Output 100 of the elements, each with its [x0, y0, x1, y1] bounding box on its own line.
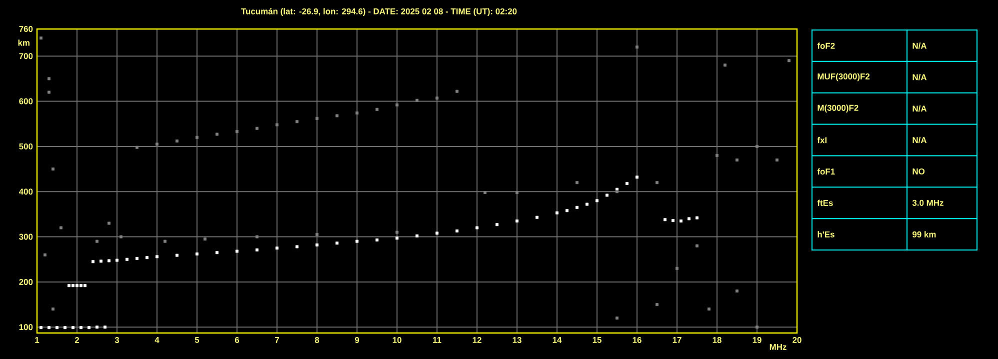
point: [484, 191, 487, 194]
point: [696, 244, 699, 248]
point: [100, 260, 103, 263]
point: [756, 144, 759, 148]
text: ftEs: [817, 200, 833, 206]
point: [376, 108, 379, 111]
text: 3.0 MHz: [912, 200, 944, 206]
text: MUF(3000)F2: [818, 73, 870, 82]
point: [416, 98, 419, 102]
point: [724, 64, 727, 67]
point: [716, 154, 719, 157]
text: N/A: [912, 74, 927, 80]
point: [96, 240, 99, 243]
point: [316, 116, 319, 120]
point: [316, 233, 319, 236]
point: [48, 326, 51, 330]
point: [92, 260, 95, 264]
point: [788, 59, 791, 62]
point: [156, 142, 159, 146]
point: [48, 90, 51, 94]
point: [776, 158, 779, 162]
point: [256, 126, 259, 130]
point: [676, 266, 679, 270]
x-tick-label: 8: [314, 337, 320, 344]
point: [116, 258, 119, 262]
point: [456, 90, 459, 93]
y-axis-title: km: [18, 40, 30, 46]
text: h'Es: [818, 231, 834, 238]
point: [556, 211, 559, 214]
text: M(3000)F2: [818, 104, 858, 113]
point: [276, 123, 279, 126]
point: [336, 242, 339, 245]
point: [40, 326, 43, 330]
point: [616, 190, 619, 194]
point: [496, 223, 499, 226]
point: [236, 250, 239, 253]
point: [76, 284, 79, 288]
x-tick-label: 6: [234, 337, 240, 344]
x-tick-label: 10: [392, 337, 402, 344]
point: [456, 229, 459, 232]
point: [596, 199, 599, 202]
point: [88, 326, 91, 330]
point: [296, 120, 299, 124]
point: [708, 308, 711, 311]
point: [136, 256, 139, 260]
chart-title: Tucumán (lat: -26.9, lon: 294.6) - DATE: 2025 02 08 - TIME (UT): 02:20: [241, 8, 517, 16]
y-tick-label: 500: [19, 143, 33, 150]
point: [72, 326, 75, 330]
text: foF1: [817, 168, 835, 175]
x-tick-label: 19: [752, 337, 762, 344]
point: [52, 168, 55, 171]
point: [126, 258, 129, 261]
point: [80, 326, 83, 330]
point: [576, 181, 579, 184]
point: [176, 254, 179, 257]
text: fxI: [817, 136, 827, 144]
point: [296, 245, 299, 248]
point: [672, 219, 675, 222]
point: [656, 181, 659, 184]
y-tick-label: 200: [19, 278, 33, 285]
x-tick-label: 17: [672, 337, 682, 343]
point: [256, 235, 259, 238]
point: [536, 216, 539, 219]
point: [68, 284, 71, 288]
y-tick-label: 400: [18, 188, 33, 195]
point: [516, 191, 519, 194]
x-axis-title: MHz: [770, 344, 786, 350]
point: [176, 140, 179, 143]
point: [44, 253, 47, 256]
point: [616, 316, 619, 320]
point: [626, 182, 629, 185]
x-tick-label: 4: [154, 337, 160, 343]
x-tick-label: 12: [472, 337, 482, 343]
point: [756, 326, 759, 329]
point: [96, 326, 99, 329]
point: [636, 46, 639, 49]
point: [80, 284, 83, 288]
point: [40, 36, 43, 40]
x-tick-label: 13: [512, 337, 522, 344]
point: [216, 251, 219, 254]
point: [680, 219, 683, 222]
point: [696, 216, 699, 220]
point: [376, 238, 379, 242]
point: [52, 308, 55, 311]
point: [164, 240, 167, 243]
point: [656, 303, 659, 306]
point: [396, 103, 399, 106]
point: [316, 243, 319, 246]
x-tick-label: 3: [114, 337, 120, 344]
point: [64, 326, 67, 330]
point: [156, 255, 159, 258]
point: [396, 230, 399, 234]
point: [196, 252, 199, 256]
x-tick-label: 2: [74, 337, 80, 343]
text: N/A: [912, 136, 927, 144]
x-tick-label: 18: [712, 337, 722, 344]
point: [664, 218, 667, 222]
point: [56, 326, 59, 330]
point: [104, 326, 107, 329]
point: [436, 232, 439, 235]
